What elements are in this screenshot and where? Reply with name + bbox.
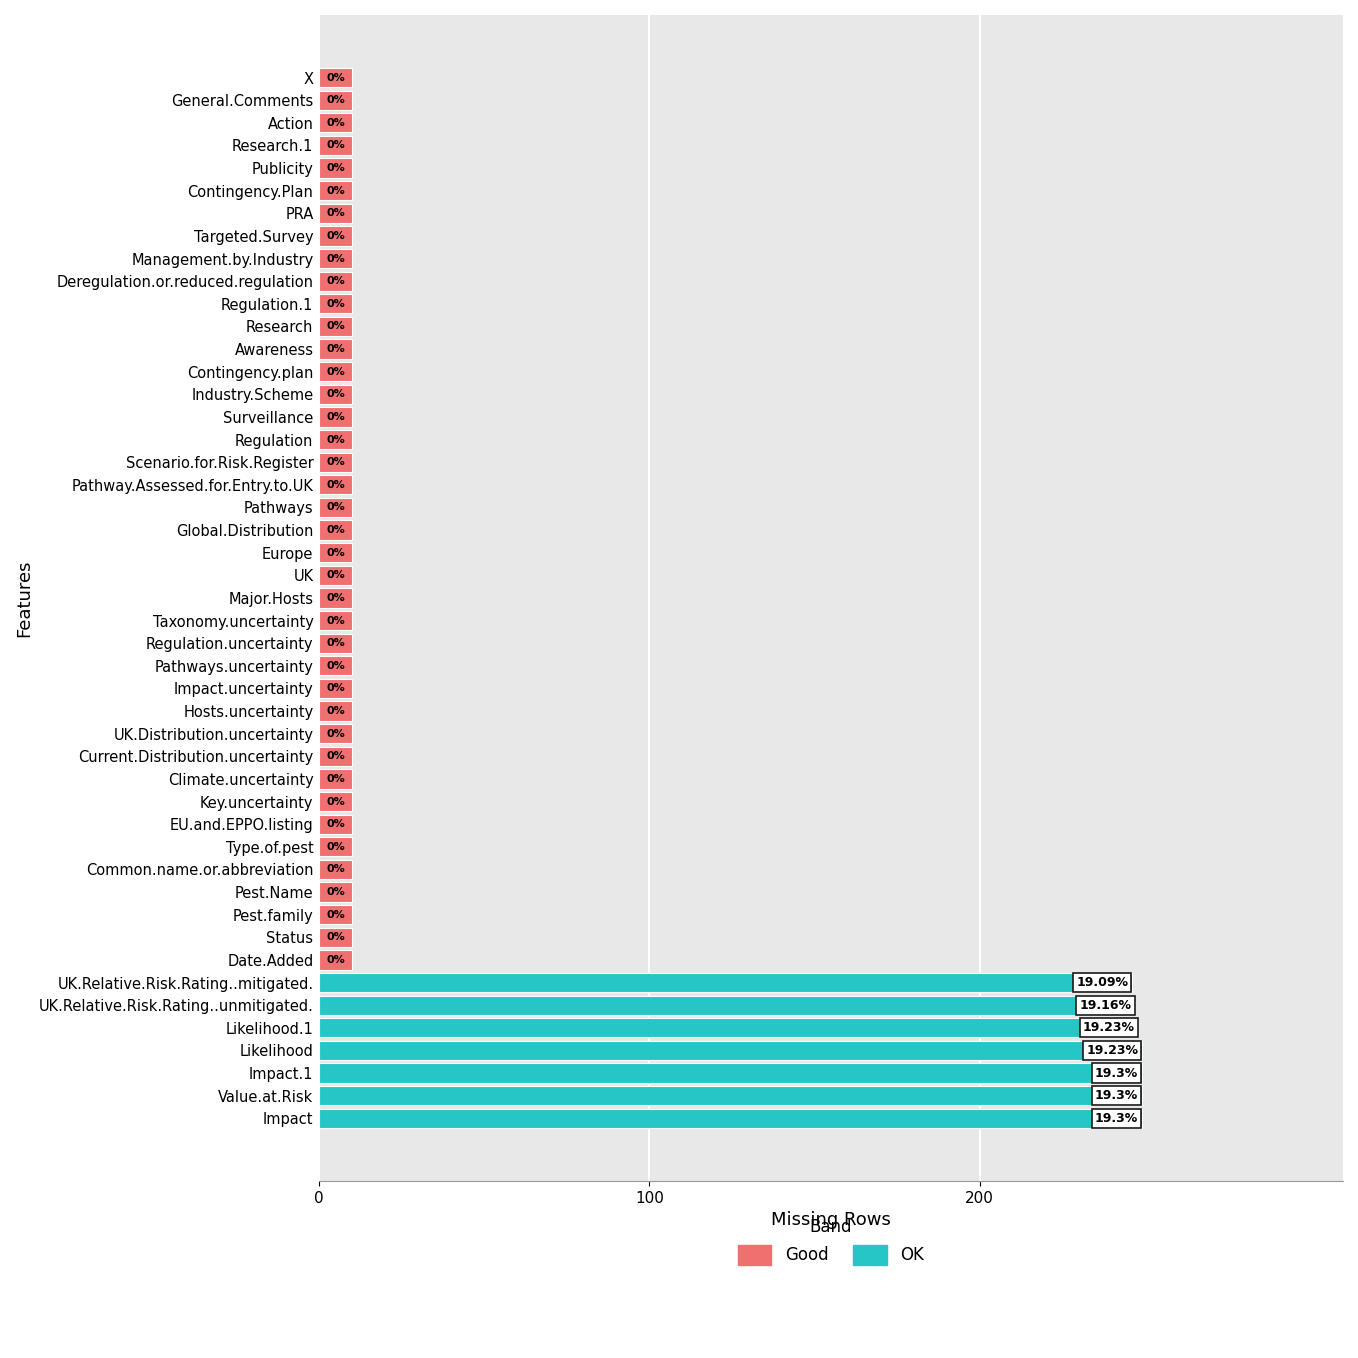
Text: 0%: 0% [326,706,345,716]
Text: 0%: 0% [326,751,345,762]
Bar [319,316,352,335]
Bar [319,588,352,607]
Text: 0%: 0% [326,887,345,898]
Bar [319,363,352,382]
Text: 19.23%: 19.23% [1086,1044,1138,1057]
Bar [319,928,352,947]
Bar [319,227,352,246]
Bar [319,181,352,201]
Text: 0%: 0% [326,411,345,422]
Text: 0%: 0% [326,774,345,784]
Text: 0%: 0% [326,729,345,739]
Bar [319,792,352,811]
Text: 19.23%: 19.23% [1082,1021,1135,1035]
Bar [319,295,352,314]
Text: 0%: 0% [326,186,345,196]
Text: 0%: 0% [326,95,345,105]
Text: 19.16%: 19.16% [1080,998,1131,1012]
Bar [319,972,1131,993]
Bar [319,1018,1138,1038]
Text: 19.3%: 19.3% [1095,1112,1138,1124]
Bar [319,520,352,539]
Bar [319,566,352,585]
Bar [319,407,352,426]
Text: 0%: 0% [326,683,345,694]
Text: 0%: 0% [326,231,345,240]
Text: 0%: 0% [326,865,345,875]
Text: 0%: 0% [326,819,345,830]
Bar [319,1086,1142,1105]
Text: 0%: 0% [326,502,345,512]
Bar [319,452,352,471]
Text: 0%: 0% [326,163,345,172]
Bar [319,272,352,291]
Text: 0%: 0% [326,72,345,83]
Bar [319,995,1135,1014]
Text: 0%: 0% [326,118,345,128]
Bar [319,747,352,766]
Text: 0%: 0% [326,661,345,671]
Text: 19.09%: 19.09% [1077,976,1128,989]
Bar [319,634,352,653]
Text: 0%: 0% [326,435,345,444]
Bar [319,498,352,517]
Bar [319,1063,1142,1082]
Text: 0%: 0% [326,933,345,942]
Bar [319,611,352,630]
Text: 0%: 0% [326,955,345,966]
Bar [319,702,352,721]
Bar [319,1108,1142,1128]
Text: 0%: 0% [326,344,345,354]
Bar [319,340,352,359]
X-axis label: Missing Rows: Missing Rows [771,1211,891,1229]
Text: 0%: 0% [326,208,345,219]
Bar [319,91,352,110]
Bar [319,159,352,178]
Bar [319,883,352,902]
Bar [319,656,352,675]
Bar [319,543,352,562]
Text: 0%: 0% [326,479,345,490]
Legend: Good, OK: Good, OK [732,1211,930,1271]
Bar [319,475,352,494]
Bar [319,951,352,970]
Bar [319,384,352,403]
Text: 0%: 0% [326,322,345,331]
Bar [319,68,352,87]
Text: 0%: 0% [326,547,345,558]
Bar [319,679,352,698]
Text: 19.3%: 19.3% [1095,1089,1138,1103]
Text: 0%: 0% [326,910,345,919]
Text: 0%: 0% [326,367,345,376]
Bar [319,1040,1142,1061]
Bar [319,204,352,223]
Bar [319,113,352,133]
Text: 0%: 0% [326,276,345,287]
Text: 0%: 0% [326,390,345,399]
Bar [319,906,352,925]
Bar [319,860,352,879]
Bar [319,136,352,155]
Text: 0%: 0% [326,526,345,535]
Bar [319,724,352,743]
Text: 0%: 0% [326,458,345,467]
Text: 0%: 0% [326,615,345,626]
Text: 0%: 0% [326,299,345,308]
Text: 19.3%: 19.3% [1095,1066,1138,1080]
Text: 0%: 0% [326,593,345,603]
Text: 0%: 0% [326,254,345,263]
Bar [319,838,352,857]
Bar [319,430,352,449]
Text: 0%: 0% [326,842,345,851]
Text: 0%: 0% [326,638,345,648]
Text: 0%: 0% [326,140,345,151]
Text: 0%: 0% [326,797,345,807]
Y-axis label: Features: Features [15,559,33,637]
Bar [319,249,352,269]
Bar [319,815,352,834]
Bar [319,770,352,789]
Text: 0%: 0% [326,570,345,580]
